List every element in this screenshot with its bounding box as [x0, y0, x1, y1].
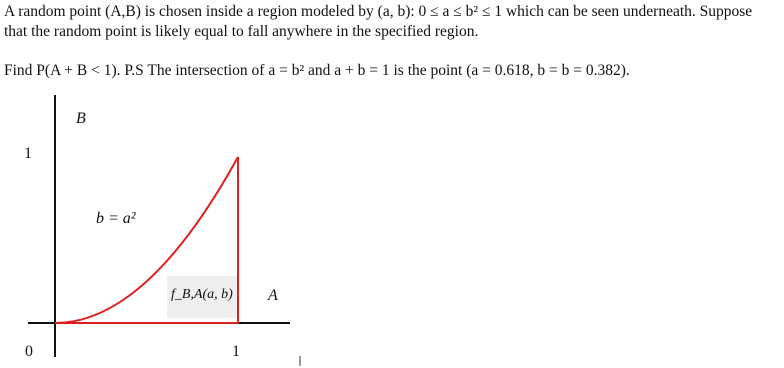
- density-box: [167, 276, 237, 318]
- curve: [54, 156, 239, 324]
- density-label: f_B,A(a, b): [171, 287, 233, 302]
- y-axis-label: B: [76, 110, 86, 127]
- curve-label: b = a²: [96, 210, 137, 227]
- origin-label: 0: [25, 343, 33, 360]
- x-axis-label: A: [267, 287, 278, 304]
- problem-statement: A random point (A,B) is chosen inside a …: [4, 3, 753, 40]
- y-tick-label: 1: [24, 145, 32, 162]
- problem-question: Find P(A + B < 1). P.S The intersection …: [4, 62, 630, 79]
- x-tick-label: 1: [232, 343, 240, 360]
